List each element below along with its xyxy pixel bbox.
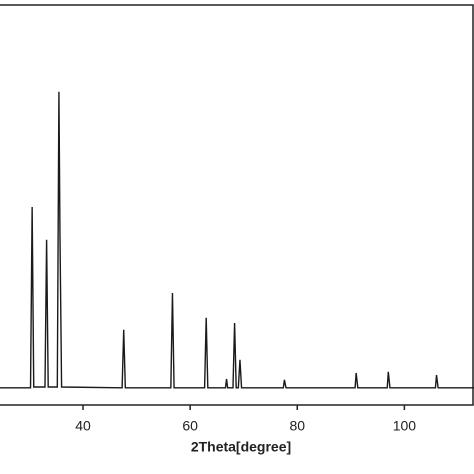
xrd-pattern xyxy=(0,91,474,389)
plot-frame xyxy=(0,4,474,406)
x-tick-label: 100 xyxy=(393,418,417,434)
x-tick-label: 80 xyxy=(289,418,305,434)
x-tick-label: 60 xyxy=(182,418,198,434)
x-axis-label: 2Theta[degree] xyxy=(191,439,291,455)
x-tick-label: 40 xyxy=(75,418,91,434)
